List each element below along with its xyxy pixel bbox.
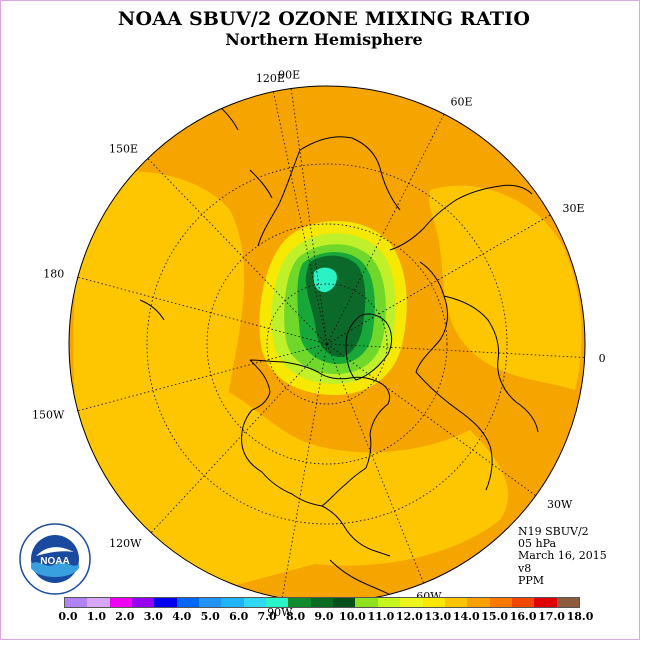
colorbar-tick-label: 5.0 xyxy=(200,610,220,623)
colorbar-tick-label: 10.0 xyxy=(339,610,366,623)
logo-bird xyxy=(36,547,74,556)
longitude-label-0: 0 xyxy=(599,352,606,365)
colorbar-swatch xyxy=(467,598,490,607)
map-disk xyxy=(69,86,585,602)
colorbar-swatch xyxy=(333,598,356,607)
meridian-150e xyxy=(147,158,328,345)
colorbar-swatch xyxy=(87,598,110,607)
longitude-label-30e: 30E xyxy=(563,202,585,215)
date-label: March 16, 2015 xyxy=(518,549,607,563)
meridian-120w xyxy=(150,343,328,533)
colorbar-tick-label: 4.0 xyxy=(172,610,192,623)
longitude-label-180: 180 xyxy=(43,268,64,281)
product-info: N19 SBUV/2 05 hPa March 16, 2015 v8 PPM xyxy=(518,525,607,587)
colorbar-swatch xyxy=(176,598,200,607)
meridian-lines xyxy=(77,88,585,599)
logo-wave xyxy=(31,562,79,577)
pressure-level-label: 05 hPa xyxy=(518,537,557,551)
colorbar-swatch xyxy=(511,598,535,607)
colorbar-tick-label: 11.0 xyxy=(367,610,395,623)
colorbar-swatch xyxy=(377,598,401,607)
colorbar-swatch xyxy=(489,598,512,607)
longitude-label-120w: 120W xyxy=(109,537,142,550)
colorbar-tick-label: 3.0 xyxy=(143,610,163,623)
meridian-90w xyxy=(281,343,328,599)
colorbar-swatch xyxy=(199,598,222,607)
colorbar-swatch xyxy=(154,598,177,607)
colorbar-tick-label: 18.0 xyxy=(566,610,594,623)
colorbar xyxy=(64,597,580,608)
meridian-60e xyxy=(326,113,445,345)
meridian-30w xyxy=(326,343,536,496)
longitude-label-90e: 90E xyxy=(278,69,300,82)
colorbar-swatch xyxy=(556,598,579,607)
longitude-label-120e: 120E xyxy=(256,72,285,85)
colorbar-tick-label: 15.0 xyxy=(481,610,509,623)
map-subtitle: Northern Hemisphere xyxy=(225,30,423,49)
colorbar-swatch xyxy=(355,598,378,607)
colorbar-swatch xyxy=(534,598,557,607)
graticule xyxy=(77,88,585,599)
map-title: NOAA SBUV/2 OZONE MIXING RATIO xyxy=(117,8,531,30)
meridian-180 xyxy=(77,276,328,345)
colorbar-swatch xyxy=(444,598,468,607)
longitude-label-30w: 30W xyxy=(547,498,573,511)
colorbar-ticks: 0.0 1.0 2.0 3.0 4.0 5.0 6.0 7.0 8.0 9.0 10.0 11.0 12… xyxy=(0,610,648,624)
colorbar-swatch xyxy=(266,598,289,607)
colorbar-tick-label: 14.0 xyxy=(452,610,480,623)
ozone-core-cyan xyxy=(313,267,337,293)
page-frame xyxy=(0,0,640,640)
colorbar-tick-label: 9.0 xyxy=(314,610,334,623)
colorbar-tick-label: 2.0 xyxy=(115,610,135,623)
colorbar-swatch xyxy=(310,598,334,607)
coastline-eurasia xyxy=(257,136,539,491)
meridian-0 xyxy=(326,343,585,358)
colorbar-swatch xyxy=(132,598,155,607)
colorbar-tick-label: 7.0 xyxy=(257,610,277,623)
longitude-label-90w: 90W xyxy=(267,606,293,619)
latitude-circle-inner xyxy=(266,283,388,405)
colorbar-tick-label: 6.0 xyxy=(229,610,249,623)
colorbar-swatch xyxy=(288,598,311,607)
colorbar-swatch xyxy=(422,598,445,607)
colorbar-tick-label: 13.0 xyxy=(424,610,452,623)
colorbar-swatch xyxy=(400,598,423,607)
logo-text: NOAA xyxy=(40,556,69,567)
meridian-60w xyxy=(326,343,425,584)
longitude-label-150w: 150W xyxy=(32,408,65,421)
colorbar-swatch xyxy=(109,598,133,607)
meridian-120e xyxy=(272,91,328,345)
colorbar-swatch xyxy=(221,598,244,607)
meridian-90e xyxy=(290,88,328,345)
meridian-30e xyxy=(326,214,551,345)
coastline-north-america xyxy=(241,359,391,557)
longitude-label-60e: 60E xyxy=(450,96,472,109)
noaa-logo: NOAA xyxy=(19,523,91,595)
ozone-band-yellow-east xyxy=(428,185,582,390)
colorbar-tick-label: 12.0 xyxy=(395,610,423,623)
colorbar-tick-label: 8.0 xyxy=(285,610,306,623)
latitude-circle-outer xyxy=(146,163,508,525)
meridian-150w xyxy=(77,343,328,412)
colorbar-tick-label: 16.0 xyxy=(509,610,537,623)
colorbar-swatch xyxy=(65,598,88,607)
units-label: PPM xyxy=(518,573,545,587)
colorbar-swatch xyxy=(243,598,267,607)
longitude-label-150e: 150E xyxy=(109,142,138,155)
instrument-label: N19 SBUV/2 xyxy=(518,525,589,538)
latitude-circle-middle xyxy=(206,223,448,465)
colorbar-tick-label: 0.0 xyxy=(58,610,78,623)
colorbar-tick-label: 1.0 xyxy=(86,610,107,623)
colorbar-tick-label: 17.0 xyxy=(538,610,565,623)
ozone-band-yellow-south xyxy=(178,380,509,566)
version-label: v8 xyxy=(518,561,532,575)
